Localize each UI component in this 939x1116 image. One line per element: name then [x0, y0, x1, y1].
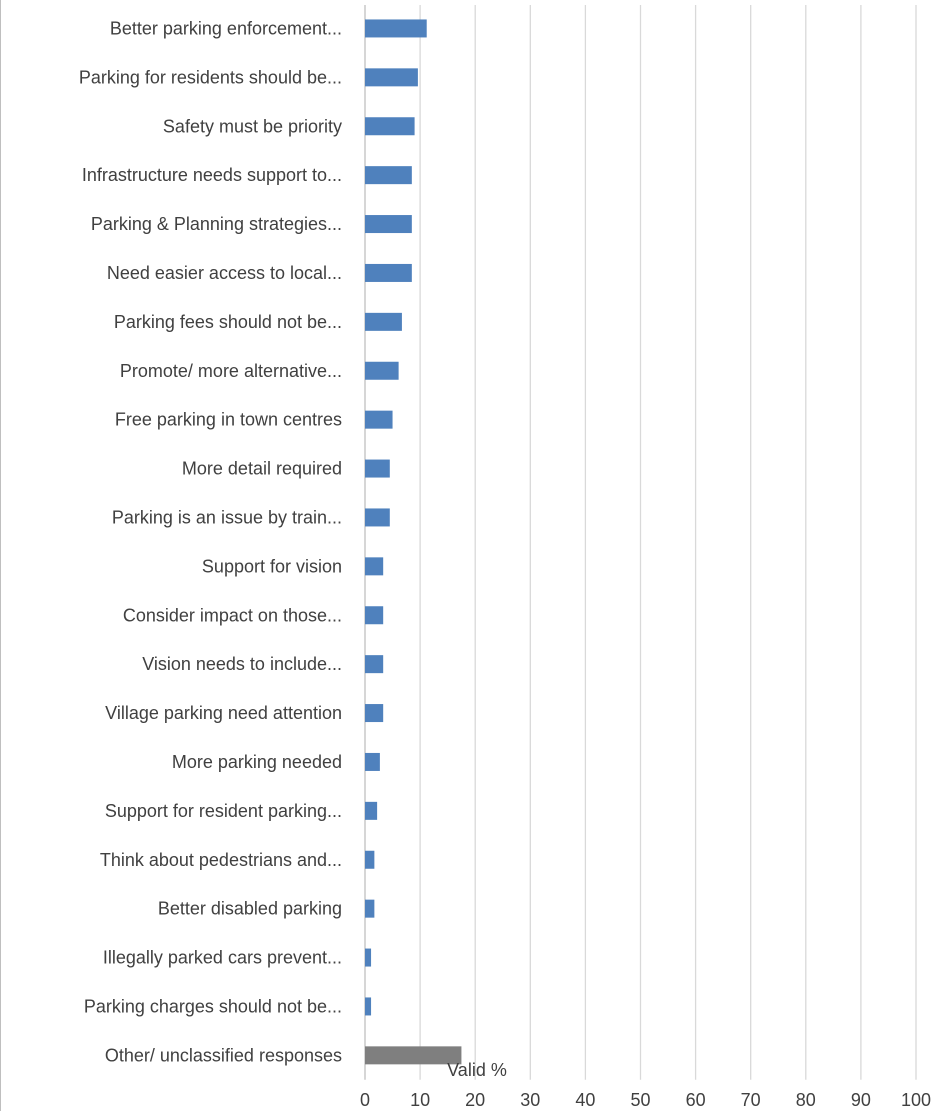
bar: [365, 117, 415, 136]
bar: [365, 557, 384, 576]
category-labels: Better parking enforcement... Parking for…: [79, 18, 342, 1065]
category-label: Parking & Planning strategies...: [91, 214, 342, 234]
x-tick-label: 40: [575, 1090, 595, 1110]
category-label: More detail required: [182, 459, 342, 479]
category-label: Village parking need attention: [105, 703, 342, 723]
gridlines: [419, 5, 917, 1080]
x-tick-label: 20: [465, 1090, 485, 1110]
x-tick-label: 70: [741, 1090, 761, 1110]
category-label: Parking is an issue by train...: [112, 507, 342, 527]
category-label: Support for resident parking...: [105, 801, 342, 821]
x-tick-label: 90: [851, 1090, 871, 1110]
category-label: Illegally parked cars prevent...: [103, 948, 342, 968]
x-tick-label: 30: [520, 1090, 540, 1110]
x-tick-labels: 0 10 20 30 40 50 60 70 80 90 100: [360, 1090, 931, 1110]
category-label: Support for vision: [202, 556, 342, 576]
bar: [365, 704, 384, 723]
bar: [365, 166, 412, 185]
category-label: Consider impact on those...: [123, 605, 342, 625]
x-tick-label: 80: [796, 1090, 816, 1110]
category-label: Free parking in town centres: [115, 410, 342, 430]
category-label: Safety must be priority: [163, 116, 342, 136]
bar: [365, 752, 380, 771]
bar: [365, 850, 375, 869]
bar: [365, 997, 372, 1016]
x-tick-label: 50: [630, 1090, 650, 1110]
bar: [365, 948, 372, 967]
bar: [365, 215, 412, 234]
x-tick-label: 10: [410, 1090, 430, 1110]
bar: [365, 361, 399, 380]
category-label: Promote/ more alternative...: [120, 361, 342, 381]
bar: [365, 606, 384, 625]
x-tick-label: 60: [686, 1090, 706, 1110]
bar: [365, 801, 378, 820]
bar: [365, 19, 427, 38]
category-label: Parking fees should not be...: [114, 312, 342, 332]
category-label: Parking for residents should be...: [79, 67, 342, 87]
bar: [365, 263, 412, 282]
bar: [365, 410, 393, 429]
category-label: Need easier access to local...: [107, 263, 342, 283]
bar: [365, 508, 390, 527]
category-label: Think about pedestrians and...: [100, 850, 342, 870]
bars: [365, 19, 462, 1065]
bar: [365, 899, 375, 918]
x-tick-label: 0: [360, 1090, 370, 1110]
bar: [365, 459, 390, 478]
category-label: Better parking enforcement...: [110, 18, 342, 38]
bar: [365, 1046, 462, 1065]
x-axis-title: Valid %: [447, 1060, 507, 1080]
x-tick-label: 100: [901, 1090, 931, 1110]
category-label: Better disabled parking: [158, 899, 342, 919]
category-label: Infrastructure needs support to...: [82, 165, 342, 185]
category-label: Vision needs to include...: [142, 654, 342, 674]
bar: [365, 655, 384, 674]
bar: [365, 312, 402, 331]
bar: [365, 68, 418, 87]
category-label: More parking needed: [172, 752, 342, 772]
category-label: Other/ unclassified responses: [105, 1045, 342, 1065]
category-label: Parking charges should not be...: [84, 996, 342, 1016]
